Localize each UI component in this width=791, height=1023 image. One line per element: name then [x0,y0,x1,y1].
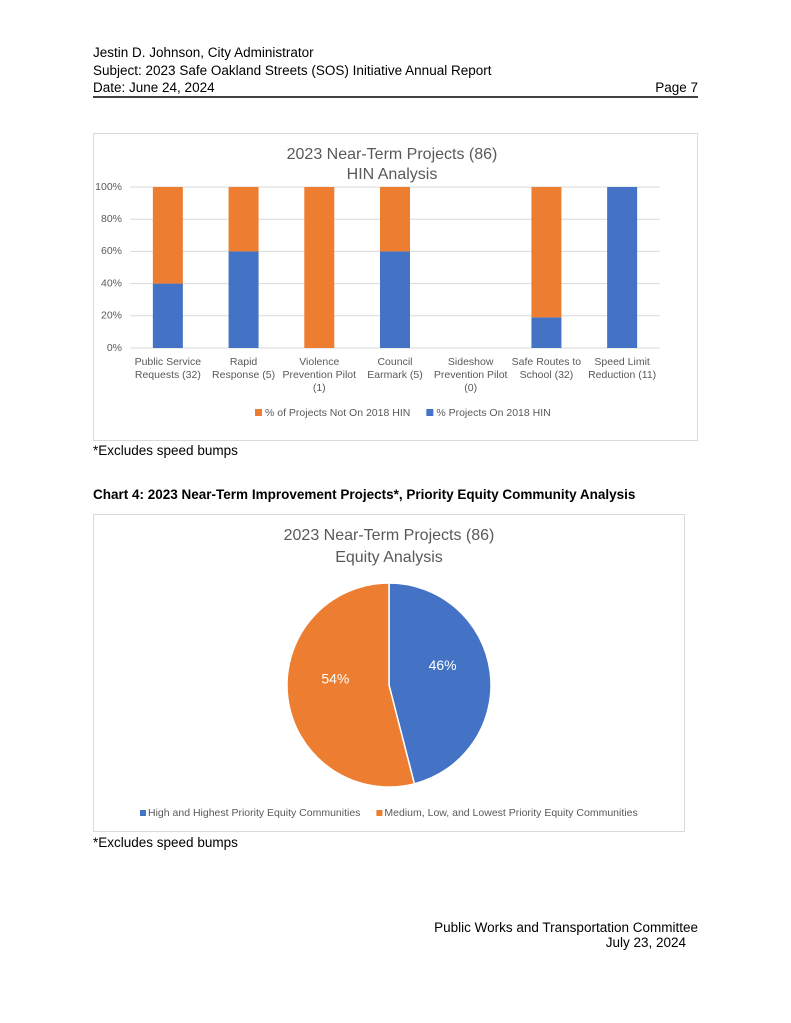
bar-segment [228,187,259,252]
legend-swatch [140,810,146,816]
pie-slice [388,582,492,785]
chart-subtitle: HIN Analysis [347,166,438,183]
x-tick-label: Rapid Response (5) [212,356,276,381]
bar-segment [607,187,638,348]
header-line: Subject: 2023 Safe Oakland Streets (SOS)… [93,63,492,78]
x-tick-label: Council Earmark (5) [367,356,423,381]
bar-segment [228,251,259,348]
legend-swatch [426,409,434,416]
bar-segment [380,251,410,348]
pie-slice [286,582,416,788]
chart-subtitle: Equity Analysis [335,549,443,566]
bar-segment [531,317,562,348]
chart-title: 2023 Near-Term Projects (86) [287,146,498,163]
y-tick-label: 40% [101,277,122,289]
x-tick-label: Speed Limit Reduction (11) [588,356,657,381]
footer-line: Public Works and Transportation Committe… [434,920,698,935]
data-label: 54% [321,670,349,686]
x-tick-label: Violence Prevention Pilot (1) [282,356,357,394]
y-tick-label: 20% [101,310,122,322]
chart-title: 2023 Near-Term Projects (86) [284,527,495,544]
legend-label: % Projects On 2018 HIN [436,407,550,419]
y-tick-label: 0% [107,342,122,354]
x-tick-label: Sideshow Prevention Pilot (0) [433,356,508,394]
footer-line: July 23, 2024 [605,935,686,950]
legend-swatch [255,409,262,416]
x-tick-label: Safe Routes to School (32) [511,356,582,381]
page-number: Page 7 [655,80,698,95]
header-line: Jestin D. Johnson, City Administrator [93,45,314,60]
bar-segment [304,187,335,348]
bar-segment [380,187,410,252]
caption: Chart 4: 2023 Near-Term Improvement Proj… [93,487,636,502]
y-tick-label: 60% [101,245,122,257]
bar-segment [152,283,183,348]
chart-frame [93,514,685,832]
data-label: 46% [429,657,457,673]
legend-swatch [376,810,383,816]
header-line: Date: June 24, 2024 [93,80,215,95]
bar-segment [152,187,183,284]
bar-segment [531,187,562,318]
chart-frame [93,133,698,441]
note: *Excludes speed bumps [93,835,238,850]
x-tick-label: Public Service Requests (32) [134,356,202,381]
note: *Excludes speed bumps [93,443,238,458]
y-tick-label: 100% [95,181,122,193]
y-tick-label: 80% [101,213,122,225]
legend-label: High and Highest Priority Equity Communi… [148,807,360,819]
legend-label: Medium, Low, and Lowest Priority Equity … [384,807,637,819]
legend-label: % of Projects Not On 2018 HIN [265,407,410,419]
